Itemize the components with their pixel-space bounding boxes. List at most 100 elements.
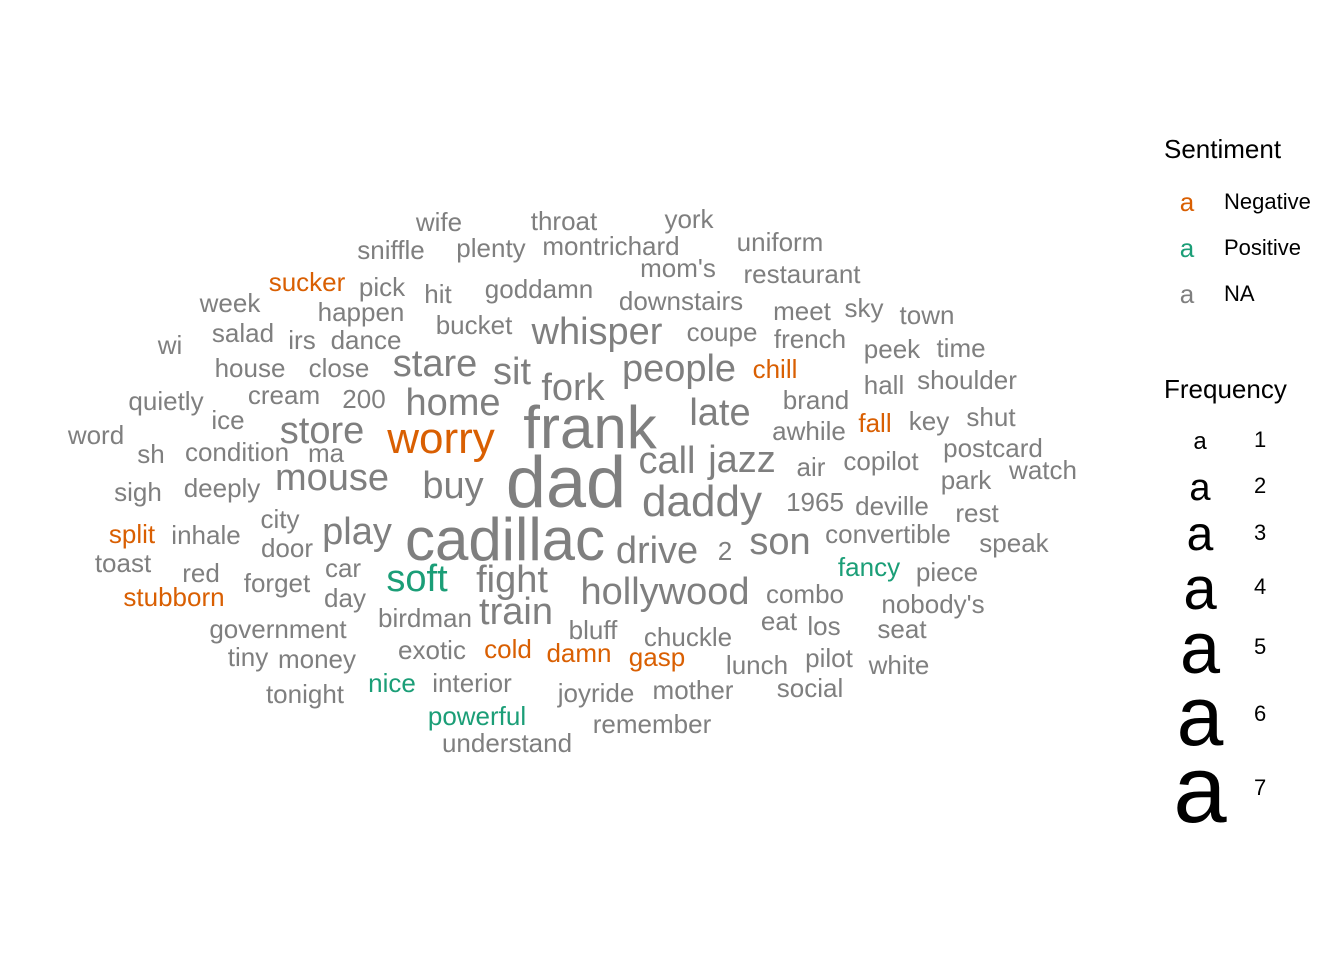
word-deville: deville <box>855 491 929 521</box>
word-bucket: bucket <box>435 310 513 340</box>
word-dad: dad <box>505 443 627 523</box>
word-condition: condition <box>184 437 290 467</box>
word-town: town <box>899 300 955 330</box>
word-interior: interior <box>432 668 512 698</box>
word-son: son <box>749 521 811 563</box>
word-fork: fork <box>541 367 605 409</box>
word-air: air <box>796 452 826 482</box>
word-social: social <box>776 673 844 703</box>
word-combo: combo <box>765 579 845 609</box>
word-mom-s: mom's <box>640 253 716 283</box>
word-sniffle: sniffle <box>357 235 425 265</box>
word-throat: throat <box>530 206 598 236</box>
word-awhile: awhile <box>772 416 846 446</box>
word-uniform: uniform <box>736 227 824 257</box>
word-key: key <box>908 406 950 436</box>
word-jazz: jazz <box>708 439 776 481</box>
word-irs: irs <box>288 325 316 355</box>
word-inhale: inhale <box>171 520 241 550</box>
word-money: money <box>277 644 357 674</box>
word-mouse: mouse <box>274 457 390 499</box>
frequency-legend-title: Frequency <box>1164 374 1287 404</box>
word-wife: wife <box>415 207 463 237</box>
word-york: york <box>664 204 714 234</box>
word-day: day <box>324 583 366 613</box>
word-gasp: gasp <box>628 642 686 672</box>
frequency-label-2: 2 <box>1254 473 1267 498</box>
frequency-key-5: a <box>1179 609 1221 689</box>
word-park: park <box>940 465 992 495</box>
frequency-key-7: a <box>1173 736 1227 843</box>
word-toast: toast <box>94 548 152 578</box>
frequency-key-6: a <box>1176 669 1224 763</box>
word-sucker: sucker <box>268 267 346 297</box>
word-piece: piece <box>915 557 979 587</box>
word-ice: ice <box>211 405 245 435</box>
word-hollywood: hollywood <box>580 571 750 613</box>
word-convertible: convertible <box>825 519 951 549</box>
word-dance: dance <box>330 325 402 355</box>
frequency-label-1: 1 <box>1254 427 1267 452</box>
word-cold: cold <box>484 634 532 664</box>
word-split: split <box>108 519 156 549</box>
word-los: los <box>807 611 841 641</box>
word-copilot: copilot <box>843 446 919 476</box>
word-restaurant: restaurant <box>743 259 861 289</box>
word-2: 2 <box>717 536 733 566</box>
frequency-label-4: 4 <box>1254 574 1267 599</box>
word-bluff: bluff <box>568 615 618 645</box>
frequency-key-2: a <box>1189 467 1211 509</box>
word-call: call <box>638 440 696 482</box>
word-wi: wi <box>157 330 183 360</box>
word-store: store <box>279 410 365 452</box>
sentiment-label-positive: Positive <box>1224 235 1302 260</box>
word-eat: eat <box>760 606 798 636</box>
word-ma: ma <box>307 438 345 468</box>
word-chill: chill <box>752 354 798 384</box>
frequency-label-3: 3 <box>1254 520 1267 545</box>
word-home: home <box>405 382 501 424</box>
word-montrichard: montrichard <box>542 231 680 261</box>
word-rest: rest <box>955 498 999 528</box>
word-meet: meet <box>773 296 831 326</box>
word-forget: forget <box>243 568 311 598</box>
word-peek: peek <box>863 334 921 364</box>
word-joyride: joyride <box>557 678 635 708</box>
word-car: car <box>324 553 362 583</box>
word-deeply: deeply <box>183 473 261 503</box>
word-stubborn: stubborn <box>123 582 225 612</box>
word-shut: shut <box>966 402 1016 432</box>
word-sit: sit <box>493 351 531 393</box>
word-people: people <box>621 348 737 390</box>
word-tonight: tonight <box>265 679 345 709</box>
word-door: door <box>260 533 314 563</box>
sentiment-key-negative: a <box>1179 187 1195 217</box>
sentiment-key-positive: a <box>1179 233 1195 263</box>
word-drive: drive <box>615 530 699 572</box>
word-daddy: daddy <box>642 477 762 526</box>
sentiment-label-na: NA <box>1224 281 1255 306</box>
word-city: city <box>260 504 300 534</box>
word-plenty: plenty <box>456 233 526 263</box>
word-government: government <box>209 614 347 644</box>
word-hall: hall <box>863 370 905 400</box>
frequency-label-7: 7 <box>1254 775 1267 800</box>
word-1965: 1965 <box>786 487 844 517</box>
word-birdman: birdman <box>378 603 472 633</box>
word-lunch: lunch <box>725 650 789 680</box>
word-watch: watch <box>1009 455 1077 485</box>
word-word: word <box>67 420 125 450</box>
word-fall: fall <box>858 408 892 438</box>
word-whisper: whisper <box>531 311 663 353</box>
frequency-label-6: 6 <box>1254 701 1267 726</box>
word-play: play <box>322 511 392 553</box>
word-time: time <box>936 333 986 363</box>
word-postcard: postcard <box>943 433 1043 463</box>
word-worry: worry <box>387 414 495 463</box>
word-week: week <box>199 288 261 318</box>
word-white: white <box>868 650 930 680</box>
word-pilot: pilot <box>805 643 853 673</box>
word-seat: seat <box>877 614 927 644</box>
